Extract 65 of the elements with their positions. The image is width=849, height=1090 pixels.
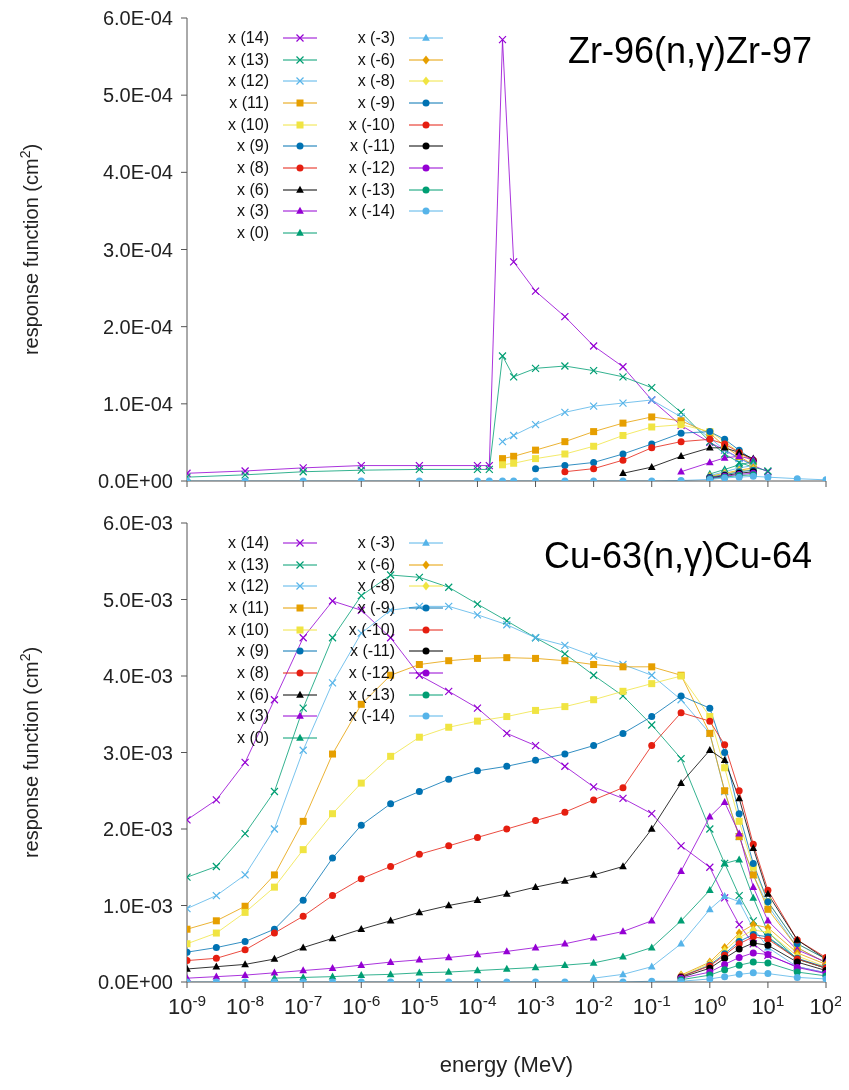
legend-label: x (14) [227,533,269,552]
x-tick-label: 10$^{-4}$ [458,991,497,1019]
legend-label: x (13) [227,50,269,69]
legend-label: x (-3) [356,533,395,552]
legend-label: x (-8) [356,577,395,596]
y-tick-label: 1.0E-04 [102,392,173,415]
legend-label: x (-12) [347,663,395,682]
legend-label: x (-10) [347,115,395,134]
legend-label: x (10) [227,115,269,134]
x-tick-label: 10$^{-1}$ [632,991,671,1019]
legend-label: x (-3) [356,28,395,47]
legend-label: x (-6) [356,555,395,574]
x-tick-label: 10$^{-8}$ [226,991,265,1019]
y-tick-label: 4.0E-03 [102,665,173,687]
legend-label: x (11) [228,93,269,112]
x-tick-label: 10$^{2}$ [809,991,843,1019]
x-tick-label: 10$^{-2}$ [574,991,613,1019]
y-tick-label: 2.0E-03 [102,818,173,840]
legend-label: x (8) [236,158,269,177]
legend-label: x (-6) [356,50,395,69]
x-tick-label: 10$^{-6}$ [342,991,381,1019]
y-tick-label: 6.0E-03 [102,512,173,534]
legend-label: x (13) [227,555,269,574]
legend-label: x (12) [227,577,269,596]
legend-label: x (3) [236,707,269,726]
x-tick-label: 10$^{1}$ [751,991,785,1019]
x-axis-title: energy (MeV) [439,1052,574,1077]
legend-label: x (-13) [347,180,395,199]
legend-label: x (-8) [356,72,395,91]
legend-label: x (-11) [348,137,395,156]
legend-label: x (8) [236,663,269,682]
x-tick-label: 10$^{-5}$ [400,991,439,1019]
legend-label: x (6) [236,180,269,199]
y-tick-label: 6.0E-04 [102,7,173,29]
x-tick-label: 10$^{0}$ [693,991,727,1019]
y-tick-label: 0.0E+00 [97,470,173,492]
x-tick-label: 10$^{-9}$ [167,991,207,1019]
y-tick-label: 2.0E-04 [102,315,173,338]
y-tick-label: 0.0E+00 [97,971,173,993]
legend-label: x (-13) [347,685,395,704]
legend-label: x (0) [236,224,269,243]
legend-label: x (6) [236,685,269,704]
legend-label: x (10) [227,620,269,639]
legend-label: x (-9) [356,93,395,112]
legend-label: x (-14) [347,202,395,221]
legend-label: x (14) [227,28,269,47]
y-tick-label: 5.0E-03 [102,588,173,611]
x-tick-label: 10$^{-7}$ [284,991,323,1019]
legend-label: x (11) [228,598,269,617]
chart-title: Zr-96(n,γ)Zr-97 [567,30,812,72]
y-tick-label: 5.0E-04 [102,84,173,107]
y-tick-label: 3.0E-04 [102,238,173,261]
legend-label: x (9) [236,137,269,156]
y-tick-label: 3.0E-03 [102,741,173,764]
legend-label: x (-12) [347,158,395,177]
legend-label: x (-10) [347,620,395,639]
legend-label: x (9) [236,642,269,661]
y-tick-label: 1.0E-03 [102,894,173,917]
legend-label: x (0) [236,729,269,748]
y-tick-label: 4.0E-04 [102,161,173,184]
legend-label: x (3) [236,202,269,221]
x-tick-label: 10$^{-3}$ [516,991,555,1019]
chart-title: Cu-63(n,γ)Cu-64 [543,535,812,577]
legend-label: x (-11) [348,642,395,661]
legend-label: x (12) [227,72,269,91]
